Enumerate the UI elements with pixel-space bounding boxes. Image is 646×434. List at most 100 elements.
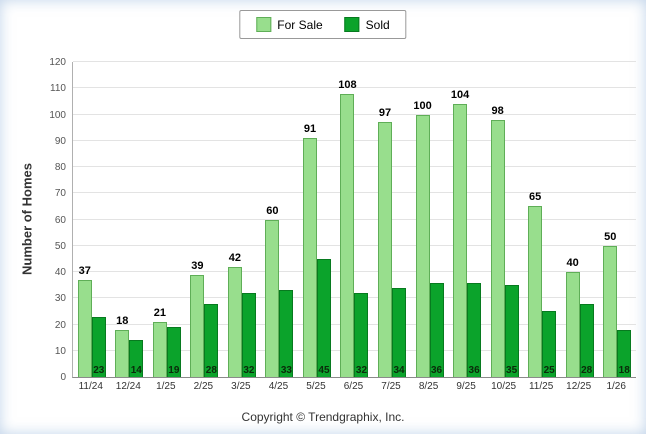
x-axis-label: 10/25 — [491, 381, 517, 392]
sold-value-label: 28 — [205, 365, 217, 376]
gridline — [73, 87, 636, 89]
sold-bar: 28 — [579, 303, 594, 377]
plot-area: 37 23 18 14 21 19 39 28 42 32 60 33 91 45 108 32 97 34 100… — [72, 61, 636, 378]
sold-bar: 34 — [392, 287, 407, 377]
x-axis-label: 1/25 — [156, 381, 176, 392]
y-tick-label: 90 — [54, 135, 66, 147]
y-tick-label: 0 — [60, 372, 66, 383]
sold-bar: 32 — [241, 293, 256, 377]
bar-group: 18 14 — [111, 62, 149, 377]
chart-legend: For Sale Sold — [239, 10, 407, 39]
y-tick-label: 120 — [49, 57, 66, 68]
sold-bar: 45 — [316, 258, 331, 377]
for-sale-bar: 108 — [338, 79, 357, 377]
sold-value-label: 23 — [93, 365, 105, 376]
for-sale-value-label: 42 — [228, 251, 242, 264]
y-tick-label: 80 — [54, 162, 66, 173]
gridline — [73, 244, 636, 246]
for-sale-value-label: 104 — [450, 89, 470, 101]
legend-label-sold: Sold — [365, 17, 390, 32]
sold-bar: 36 — [429, 282, 444, 377]
y-tick-label: 70 — [54, 188, 66, 200]
gridline — [73, 192, 636, 194]
legend-label-for-sale: For Sale — [277, 17, 323, 32]
y-axis-title: Number of Homes — [19, 163, 35, 275]
sold-value-label: 14 — [130, 365, 142, 376]
bar-group: 40 28 — [561, 62, 599, 377]
for-sale-swatch-icon — [256, 17, 272, 32]
sold-value-label: 32 — [243, 365, 255, 376]
for-sale-bar: 50 — [603, 231, 618, 377]
for-sale-value-label: 108 — [338, 78, 357, 91]
for-sale-value-label: 91 — [303, 123, 317, 136]
x-axis-label: 9/25 — [456, 381, 476, 392]
for-sale-value-label: 21 — [153, 306, 166, 319]
x-axis-label: 12/25 — [566, 381, 592, 392]
for-sale-bar: 65 — [528, 191, 543, 377]
y-tick-label: 30 — [54, 293, 66, 305]
bar-group: 65 25 — [523, 62, 561, 377]
copyright-text: Copyright © Trendgraphix, Inc. — [241, 410, 405, 424]
bar-group: 98 35 — [486, 62, 524, 377]
x-axis-label: 12/24 — [115, 381, 141, 392]
x-axis-label: 8/25 — [418, 381, 439, 392]
sold-value-label: 35 — [506, 365, 518, 376]
sold-value-label: 19 — [168, 365, 180, 376]
bar-group: 50 18 — [598, 62, 636, 377]
bar-group: 21 19 — [148, 62, 186, 377]
x-axis-label: 2/25 — [193, 381, 214, 392]
bar-group: 37 23 — [73, 62, 111, 377]
for-sale-bar: 60 — [265, 205, 280, 377]
for-sale-bar: 21 — [152, 307, 167, 377]
for-sale-bar: 37 — [77, 265, 92, 377]
y-axis-ticks: 0 10 20 30 40 50 60 70 80 90 100 110 120 — [40, 57, 68, 383]
sold-bar: 35 — [504, 285, 519, 377]
y-tick-label: 20 — [54, 319, 66, 331]
for-sale-bar: 100 — [413, 100, 432, 377]
x-axis-label: 3/25 — [231, 381, 251, 392]
sold-value-label: 34 — [393, 365, 405, 376]
sold-value-label: 45 — [318, 365, 330, 376]
for-sale-value-label: 97 — [378, 107, 392, 120]
bar-group: 100 36 — [411, 62, 449, 377]
for-sale-bar: 98 — [490, 105, 505, 377]
x-axis-label: 5/25 — [306, 381, 326, 392]
bar-group: 39 28 — [186, 62, 224, 377]
y-tick-label: 50 — [54, 240, 66, 252]
sold-bar: 32 — [354, 293, 369, 377]
y-tick-label: 100 — [49, 109, 66, 121]
for-sale-value-label: 50 — [604, 230, 617, 243]
for-sale-value-label: 100 — [413, 99, 432, 112]
y-tick-label: 40 — [54, 267, 66, 278]
sold-swatch-icon — [344, 17, 360, 32]
y-tick-label: 60 — [54, 214, 66, 226]
sold-bar: 36 — [467, 282, 482, 377]
for-sale-bar: 91 — [302, 123, 317, 377]
for-sale-value-label: 37 — [78, 264, 91, 277]
for-sale-bar: 18 — [115, 315, 130, 377]
for-sale-value-label: 39 — [191, 259, 204, 272]
gridline — [73, 61, 636, 62]
for-sale-bar: 104 — [451, 89, 469, 377]
sold-bar: 19 — [166, 327, 181, 377]
y-tick-label: 110 — [50, 83, 66, 95]
sold-value-label: 36 — [468, 365, 480, 376]
gridline — [73, 218, 636, 220]
y-tick-label: 10 — [54, 345, 66, 357]
for-sale-bar: 42 — [227, 252, 242, 377]
sold-value-label: 18 — [618, 365, 630, 376]
x-axis-label: 1/26 — [606, 381, 626, 392]
bar-group: 60 33 — [261, 62, 299, 377]
x-axis-label: 7/25 — [381, 381, 401, 392]
x-axis-label: 11/24 — [78, 381, 103, 392]
for-sale-value-label: 18 — [116, 314, 129, 327]
x-axis-label: 6/25 — [343, 381, 364, 392]
sold-bar: 25 — [542, 311, 557, 377]
bar-group: 42 32 — [223, 62, 261, 377]
for-sale-bar: 39 — [190, 260, 205, 377]
bar-groups: 37 23 18 14 21 19 39 28 42 32 60 33 91 45 108 32 97 34 100… — [73, 62, 636, 377]
sold-value-label: 25 — [543, 365, 555, 376]
for-sale-value-label: 65 — [529, 191, 542, 204]
for-sale-bar: 97 — [378, 107, 393, 377]
